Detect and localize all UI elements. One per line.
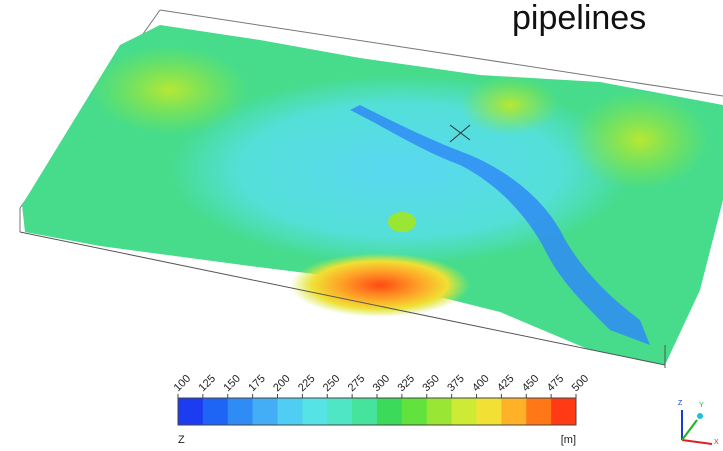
title: pipelines — [512, 0, 646, 37]
colorbar-segment — [302, 398, 327, 425]
terrain — [20, 10, 723, 368]
colorbar-segment — [551, 398, 576, 425]
colorbar-tick-label: 175 — [246, 373, 267, 394]
colorbar-tick-label: 400 — [470, 373, 491, 394]
colorbar-segment — [402, 398, 427, 425]
scene: pipelines 100125150175200225250275300325… — [0, 0, 723, 451]
colorbar-segment — [327, 398, 352, 425]
colorbar-segment — [452, 398, 477, 425]
colorbar-segment — [377, 398, 402, 425]
triad-x: X — [714, 439, 719, 446]
colorbar-segment — [278, 398, 303, 425]
colorbar-tick-label: 125 — [197, 373, 218, 394]
colorbar-tick-label: 475 — [545, 373, 566, 394]
colorbar-tick-label: 150 — [221, 373, 242, 394]
colorbar-tick-label: 375 — [445, 373, 466, 394]
colorbar-tick-label: 500 — [570, 373, 591, 394]
colorbar-segment — [228, 398, 253, 425]
colorbar-tick-label: 325 — [396, 373, 417, 394]
colorbar-tick-label: 200 — [271, 373, 292, 394]
colorbar-tick-label: 275 — [346, 373, 367, 394]
colorbar-segment — [427, 398, 452, 425]
colorbar-variable: Z — [178, 434, 185, 446]
colorbar-tick-label: 300 — [371, 373, 392, 394]
colorbar-tick-label: 100 — [172, 373, 193, 394]
colorbar-segment — [253, 398, 278, 425]
colorbar-segment — [477, 398, 502, 425]
colorbar-segment — [178, 398, 203, 425]
triad-z: Z — [678, 400, 683, 407]
colorbar-segment — [526, 398, 551, 425]
axis-triad: Z Y X — [678, 400, 719, 446]
triad-y: Y — [699, 402, 704, 409]
colorbar-tick-label: 225 — [296, 373, 317, 394]
colorbar-tick-label: 250 — [321, 373, 342, 394]
colorbar-segment — [501, 398, 526, 425]
colorbar-segment — [203, 398, 228, 425]
colorbar-tick-label: 450 — [520, 373, 541, 394]
colorbar-segment — [352, 398, 377, 425]
colorbar-tick-label: 350 — [420, 373, 441, 394]
colorbar-tick-label: 425 — [495, 373, 516, 394]
colorbar-unit: [m] — [561, 434, 576, 446]
